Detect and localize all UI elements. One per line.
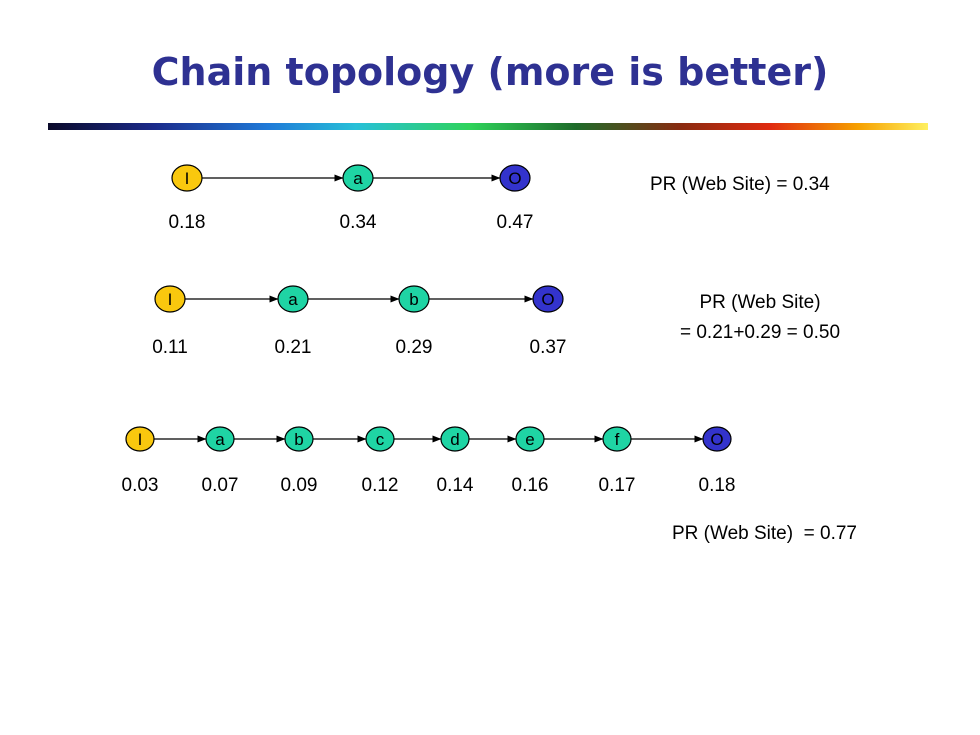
pagerank-value: 0.12 — [362, 475, 399, 496]
pagerank-value: 0.18 — [699, 475, 736, 496]
node-label: e — [525, 430, 534, 449]
pagerank-value: 0.07 — [202, 475, 239, 496]
node-label: a — [288, 290, 298, 309]
pagerank-value: 0.29 — [396, 337, 433, 358]
node-label: O — [541, 290, 554, 309]
node-d-circle — [440, 426, 470, 452]
pagerank-value: 0.21 — [275, 337, 312, 358]
node-label: I — [185, 169, 190, 188]
pagerank-value: 0.17 — [599, 475, 636, 496]
node-label: f — [615, 430, 620, 449]
node-i-circle — [171, 164, 203, 192]
pagerank-value: 0.11 — [152, 337, 188, 358]
pagerank-value: 0.16 — [512, 475, 549, 496]
node-f-circle — [602, 426, 632, 452]
node-label: O — [508, 169, 521, 188]
pr-website-text: PR (Web Site) — [699, 292, 820, 313]
node-label: a — [353, 169, 363, 188]
node-e-circle — [515, 426, 545, 452]
node-label: O — [710, 430, 723, 449]
node-label: I — [138, 430, 143, 449]
slide-title: Chain topology (more is better) — [151, 50, 829, 94]
node-c-circle — [365, 426, 395, 452]
pr-website-text: PR (Web Site) = 0.77 — [672, 523, 857, 544]
node-label: b — [409, 290, 418, 309]
pr-website-text: PR (Web Site) = 0.34 — [650, 174, 830, 195]
node-a-circle — [205, 426, 235, 452]
pagerank-value: 0.09 — [281, 475, 318, 496]
node-label: c — [376, 430, 385, 449]
pagerank-value: 0.37 — [530, 337, 567, 358]
node-a-circle — [277, 285, 309, 313]
pagerank-value: 0.47 — [497, 212, 534, 233]
pagerank-value: 0.18 — [169, 212, 206, 233]
node-a-circle — [342, 164, 374, 192]
node-label: I — [168, 290, 173, 309]
node-label: d — [450, 430, 459, 449]
title-divider — [48, 123, 928, 130]
pagerank-value: 0.34 — [340, 212, 377, 233]
node-o-circle — [702, 426, 732, 452]
pr-website-text: = 0.21+0.29 = 0.50 — [680, 322, 840, 343]
node-i-circle — [125, 426, 155, 452]
node-o-circle — [499, 164, 531, 192]
node-o-circle — [532, 285, 564, 313]
pagerank-value: 0.03 — [122, 475, 159, 496]
pagerank-value: 0.14 — [437, 475, 474, 496]
node-label: a — [215, 430, 225, 449]
node-b-circle — [284, 426, 314, 452]
node-b-circle — [398, 285, 430, 313]
node-label: b — [294, 430, 303, 449]
node-i-circle — [154, 285, 186, 313]
